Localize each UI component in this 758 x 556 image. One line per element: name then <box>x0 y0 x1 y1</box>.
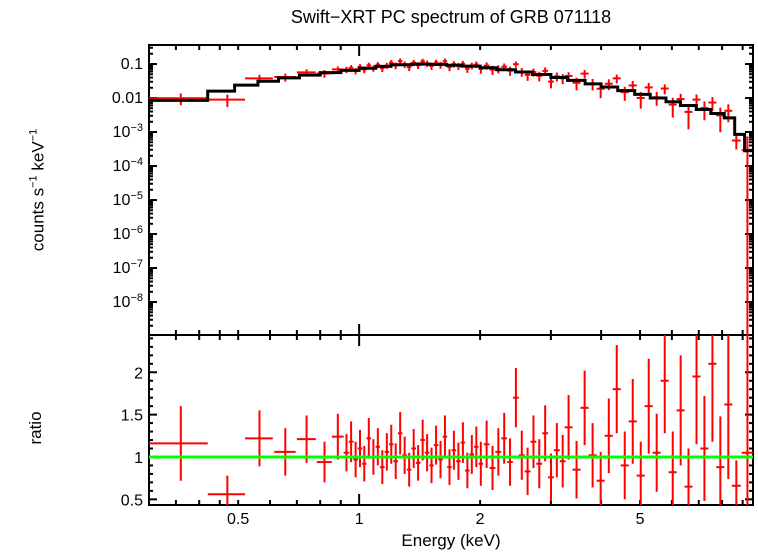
svg-text:10−4: 10−4 <box>113 156 143 175</box>
svg-text:10−6: 10−6 <box>113 224 143 243</box>
y-axis-tick-labels-ratio: 0.5 1 1.5 2 <box>121 365 143 509</box>
x-axis-tick-labels: 0.5 1 2 5 <box>227 511 645 528</box>
chart-title: Swift−XRT PC spectrum of GRB 071118 <box>290 7 612 27</box>
svg-text:0.5: 0.5 <box>227 511 249 528</box>
svg-text:10−8: 10−8 <box>113 292 143 311</box>
svg-text:0.5: 0.5 <box>121 492 143 509</box>
x-axis-label: Energy (keV) <box>401 531 501 550</box>
svg-text:1: 1 <box>355 511 364 528</box>
svg-text:0.1: 0.1 <box>121 56 143 73</box>
panel-borders <box>148 44 754 506</box>
svg-text:10−3: 10−3 <box>113 122 143 141</box>
svg-text:1: 1 <box>134 450 143 467</box>
y-axis-ticks-ratio <box>149 337 753 501</box>
y-axis-tick-labels-top: 0.1 0.01 10−3 10−4 10−5 10−6 10−7 10−8 <box>112 56 143 311</box>
data-points-spectrum <box>149 58 753 335</box>
x-axis-ticks <box>174 45 744 505</box>
svg-text:10−5: 10−5 <box>113 190 143 209</box>
svg-text:5: 5 <box>636 511 645 528</box>
svg-text:1.5: 1.5 <box>121 408 143 425</box>
data-points-ratio <box>149 335 753 505</box>
model-line <box>149 62 753 153</box>
svg-text:2: 2 <box>476 511 485 528</box>
svg-text:10−7: 10−7 <box>113 258 143 277</box>
svg-text:2: 2 <box>134 365 143 382</box>
svg-text:0.01: 0.01 <box>112 90 143 107</box>
